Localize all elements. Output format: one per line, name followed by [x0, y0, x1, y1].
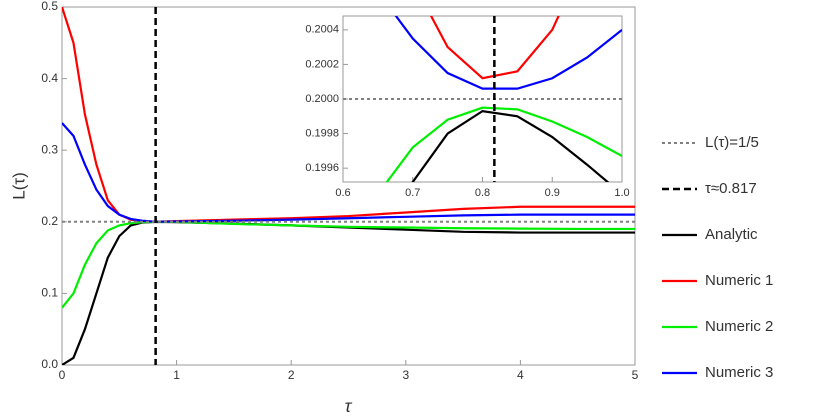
x-tick-label: 0.7 — [405, 187, 420, 199]
x-tick-label: 0 — [59, 368, 66, 382]
y-tick-label: 0.5 — [41, 0, 58, 13]
x-axis-label: τ — [345, 396, 353, 416]
series-line — [385, 106, 622, 182]
y-tick-label: 0.1 — [41, 286, 58, 300]
y-tick-label: 0.2 — [41, 214, 58, 228]
legend-label: Analytic — [705, 226, 758, 243]
x-tick-label: 3 — [402, 368, 409, 382]
plot-area — [343, 16, 622, 182]
y-tick-label: 0.2000 — [305, 93, 339, 105]
legend-label: Numeric 3 — [705, 364, 773, 381]
y-tick-label: 0.1996 — [305, 162, 339, 174]
y-tick-label: 0.4 — [41, 71, 58, 85]
series-line — [394, 16, 622, 90]
legend-label: Numeric 2 — [705, 318, 773, 335]
y-tick-label: 0.2002 — [305, 58, 339, 70]
x-tick-label: 5 — [632, 368, 639, 382]
x-tick-label: 0.8 — [475, 187, 490, 199]
plot-area — [62, 7, 635, 365]
x-tick-label: 4 — [517, 368, 524, 382]
series-line — [429, 16, 560, 80]
series-line — [411, 109, 610, 182]
legend-label: L(τ)=1/5 — [705, 134, 759, 151]
y-axis-label: L(τ) — [9, 172, 28, 200]
x-tick-label: 1 — [173, 368, 180, 382]
legend-label: τ≈0.817 — [705, 180, 757, 197]
x-tick-label: 0.9 — [545, 187, 560, 199]
x-tick-label: 2 — [288, 368, 295, 382]
y-tick-label: 0.2004 — [305, 24, 339, 36]
y-tick-label: 0.1998 — [305, 127, 339, 139]
legend-label: Numeric 1 — [705, 272, 773, 289]
x-tick-label: 1.0 — [614, 187, 629, 199]
y-tick-label: 0.0 — [41, 357, 58, 371]
y-tick-label: 0.3 — [41, 142, 58, 156]
x-tick-label: 0.6 — [335, 187, 350, 199]
